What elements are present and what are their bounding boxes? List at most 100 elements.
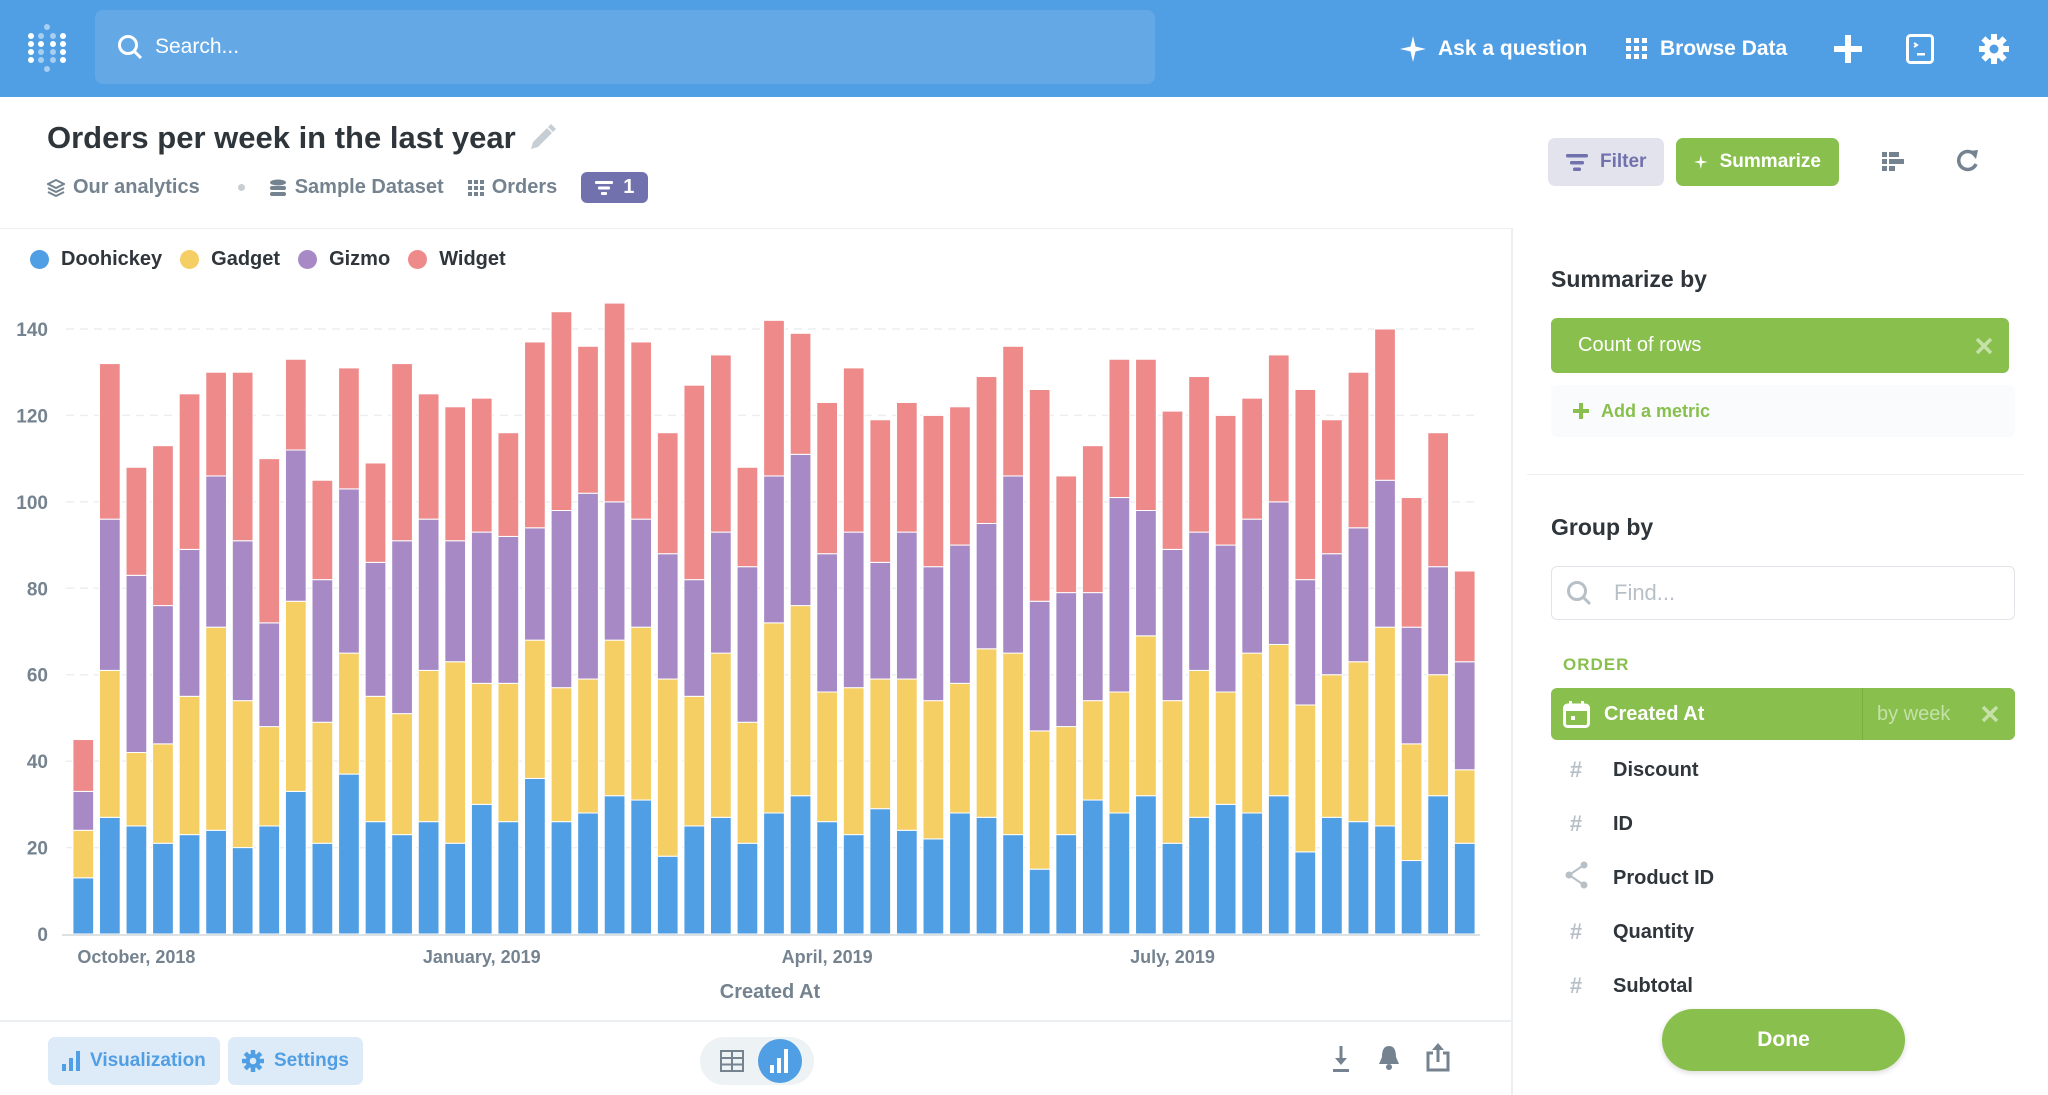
visualization-button[interactable]: Visualization bbox=[48, 1037, 220, 1085]
bar-segment-gadget bbox=[1241, 652, 1264, 814]
bar-segment-doohickey bbox=[683, 825, 706, 935]
view-toggle bbox=[700, 1037, 814, 1085]
bar-segment-widget bbox=[1161, 410, 1184, 550]
x-axis-title: Created At bbox=[720, 981, 821, 1003]
bar-segment-gizmo bbox=[178, 548, 201, 697]
bar-segment-doohickey bbox=[1347, 821, 1370, 935]
gear-icon[interactable] bbox=[1979, 34, 2009, 64]
group-field-product-id[interactable]: Product ID bbox=[1565, 858, 1714, 898]
bar-segment-doohickey bbox=[1374, 825, 1396, 935]
bar-segment-gadget bbox=[603, 639, 626, 797]
breadcrumb-database-label: Sample Dataset bbox=[294, 176, 444, 198]
metric-count-of-rows[interactable]: Count of rows bbox=[1551, 318, 2009, 373]
legend-item-widget[interactable]: Widget bbox=[408, 248, 506, 271]
add-metric-label: Add a metric bbox=[1601, 400, 1711, 421]
bar-segment-gizmo bbox=[975, 522, 998, 650]
bar-segment-widget bbox=[683, 384, 706, 581]
bar-segment-doohickey bbox=[550, 821, 573, 935]
download-icon[interactable] bbox=[1331, 1046, 1351, 1072]
bar-segment-doohickey bbox=[1108, 812, 1131, 935]
settings-button[interactable]: Settings bbox=[228, 1037, 363, 1085]
add-metric-button[interactable]: Add a metric bbox=[1551, 385, 2015, 437]
bar-segment-widget bbox=[1347, 371, 1370, 529]
bar-segment-widget bbox=[98, 363, 121, 520]
bar-segment-doohickey bbox=[1321, 816, 1343, 935]
group-field-id[interactable]: # ID bbox=[1565, 804, 1633, 844]
close-icon[interactable] bbox=[1975, 337, 1993, 355]
table-view-icon[interactable] bbox=[720, 1050, 744, 1072]
bar-segment-widget bbox=[1453, 570, 1476, 663]
bar-segment-widget bbox=[1267, 354, 1290, 503]
bar-segment-doohickey bbox=[205, 829, 227, 935]
ask-question-button[interactable]: Ask a question bbox=[1400, 0, 1587, 97]
legend-swatch bbox=[30, 250, 49, 269]
ask-question-label: Ask a question bbox=[1438, 36, 1588, 60]
group-field-discount[interactable]: # Discount bbox=[1565, 750, 1699, 790]
breadcrumb-table[interactable]: Orders bbox=[467, 176, 557, 199]
group-field-created-at[interactable]: Created At by week bbox=[1551, 688, 2015, 740]
bar-segment-gadget bbox=[842, 687, 865, 836]
bar-segment-gadget bbox=[1055, 726, 1078, 836]
bar-segment-gadget bbox=[1294, 704, 1317, 853]
header-divider bbox=[0, 228, 1511, 229]
bar-segment-doohickey bbox=[470, 803, 493, 935]
bar-segment-doohickey bbox=[1294, 851, 1317, 935]
filter-count-badge[interactable]: 1 bbox=[581, 172, 649, 203]
bar-segment-gizmo bbox=[603, 501, 626, 641]
chart-view-button[interactable] bbox=[758, 1039, 802, 1083]
summarize-label: Summarize bbox=[1719, 151, 1821, 172]
bar-segment-gadget bbox=[895, 678, 918, 831]
bar-segment-doohickey bbox=[178, 834, 201, 935]
done-button[interactable]: Done bbox=[1662, 1009, 1905, 1071]
bar-segment-widget bbox=[1241, 397, 1264, 520]
bar-segment-widget bbox=[1055, 475, 1078, 594]
bar-chart-icon bbox=[62, 1051, 80, 1071]
bell-icon[interactable] bbox=[1378, 1045, 1400, 1071]
bar-segment-widget bbox=[603, 302, 626, 503]
sql-editor-icon[interactable] bbox=[1906, 34, 1934, 64]
bar-segment-gadget bbox=[231, 700, 254, 849]
find-input[interactable]: Find... bbox=[1551, 566, 2015, 620]
refresh-icon[interactable] bbox=[1954, 148, 1980, 174]
legend-item-gizmo[interactable]: Gizmo bbox=[298, 248, 390, 271]
search-input[interactable]: Search... bbox=[95, 10, 1155, 84]
bar-segment-doohickey bbox=[1002, 834, 1024, 935]
sidebar-divider bbox=[1527, 474, 2024, 475]
bar-segment-widget bbox=[497, 432, 520, 537]
breadcrumb-collection[interactable]: Our analytics bbox=[47, 176, 200, 199]
bar-segment-gadget bbox=[1453, 769, 1476, 844]
legend-item-gadget[interactable]: Gadget bbox=[180, 248, 280, 271]
metabase-logo-icon[interactable] bbox=[26, 22, 68, 74]
group-field-quantity[interactable]: # Quantity bbox=[1565, 912, 1694, 952]
plus-icon[interactable] bbox=[1834, 35, 1862, 63]
browse-data-button[interactable]: Browse Data bbox=[1626, 0, 1787, 97]
bucket-selector[interactable]: by week bbox=[1862, 688, 1950, 740]
share-icon[interactable] bbox=[1426, 1042, 1450, 1072]
legend-item-doohickey[interactable]: Doohickey bbox=[30, 248, 162, 271]
bar-segment-widget bbox=[550, 311, 573, 512]
bar-segment-widget bbox=[895, 401, 918, 533]
bar-segment-doohickey bbox=[338, 773, 360, 935]
bar-segment-widget bbox=[1294, 389, 1317, 581]
bar-segment-doohickey bbox=[98, 816, 121, 935]
bar-segment-gadget bbox=[364, 695, 387, 823]
bar-segment-doohickey bbox=[497, 821, 520, 935]
browse-data-label: Browse Data bbox=[1660, 36, 1788, 60]
bar-segment-widget bbox=[1321, 419, 1343, 555]
bar-segment-doohickey bbox=[1427, 795, 1450, 935]
bar-segment-gadget bbox=[391, 713, 413, 836]
gear-icon bbox=[242, 1050, 264, 1072]
bar-segment-gadget bbox=[444, 661, 467, 844]
summarize-button[interactable]: Summarize bbox=[1676, 138, 1839, 186]
top-navbar: Search... Ask a question Browse Data bbox=[0, 0, 2048, 97]
breadcrumb: Our analytics Sample Dataset Orders 1 bbox=[47, 172, 649, 203]
bar-segment-widget bbox=[656, 432, 679, 555]
section-label-order: ORDER bbox=[1563, 655, 1630, 674]
pencil-icon[interactable] bbox=[528, 124, 556, 152]
close-icon[interactable] bbox=[1981, 705, 1999, 723]
breadcrumb-database[interactable]: Sample Dataset bbox=[269, 176, 444, 199]
notebook-editor-icon[interactable] bbox=[1882, 152, 1904, 172]
filter-button[interactable]: Filter bbox=[1548, 138, 1665, 186]
group-field-subtotal[interactable]: # Subtotal bbox=[1565, 966, 1693, 1006]
bar-segment-gadget bbox=[1427, 674, 1450, 797]
